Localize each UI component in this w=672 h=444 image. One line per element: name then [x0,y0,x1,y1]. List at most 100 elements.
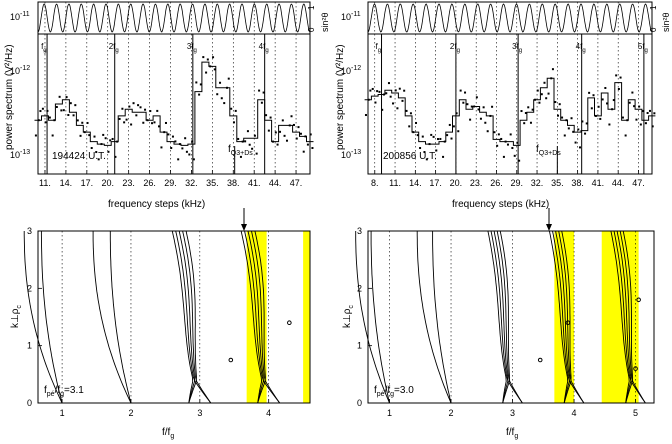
spectrum-data-point [121,107,124,110]
spectrum-data-point [442,155,445,158]
y-tick-label: 10-11 [10,11,30,22]
y2-tick-label: 1 [649,5,658,10]
spectrum-data-point [585,122,588,125]
dispersion-branch [416,231,452,404]
spectrum-data-point [205,71,208,74]
spectrum-data-point [561,116,564,119]
spectrum-data-point [281,119,284,122]
spectrum-data-point [423,151,426,154]
spectrum-data-point [385,92,388,95]
spectrum-data-point [432,135,435,138]
spectrum-data-point [178,143,181,146]
spectrum-data-point [185,150,188,153]
spectrum-data-point [262,91,265,94]
spectrum-data-point [619,76,622,79]
spectrum-data-point [452,125,455,128]
marker-circle [636,297,641,303]
spectrum-data-point [455,112,458,115]
dispersion-branch [555,230,570,404]
y-tick-label: 3 [357,226,362,236]
spectrum-data-point [435,149,438,152]
spectrum-data-point [167,133,170,136]
spectrum-data-point [53,119,56,122]
spectrum-data-point [511,147,514,150]
harmonic-label: 5fg [638,42,648,54]
spectrum-data-point [506,143,509,146]
marker-circle [537,357,543,363]
spectrum-data-point [644,122,647,125]
spectrum-data-point [642,110,645,113]
top-right-x-tick-labels: 8. 11. 14. 17. 20. 23. 26. 29. 32. 35. 38. 41. 44. 47… [371,178,645,188]
dispersion-branch [561,230,572,404]
spectrum-data-point [137,104,140,107]
spectrum-data-point [631,91,634,94]
spectrum-data-point [100,143,103,146]
spectrum-data-point [500,137,503,140]
spectrum-data-point [302,150,305,153]
dispersion-branch [185,230,197,404]
spectrum-data-point [276,143,279,146]
spectrum-data-point [371,87,374,90]
spectrum-data-point [381,108,384,111]
spectrum-data-point [198,93,201,96]
spectrum-data-point [251,147,254,150]
spectrum-data-point [144,108,147,111]
y-axis-label: k⊥ρc [10,305,23,328]
spectrum-data-point [558,103,561,106]
spectrum-data-point [65,96,68,99]
spectrum-data-point [88,134,91,137]
harmonic-label: 2fg [109,42,119,54]
x-tick-label: 1 [387,408,392,418]
top-right-sin-frame [367,1,653,35]
spectrum-data-point [109,139,112,142]
marker-circle [633,366,638,371]
x-tick-label: 44. [612,178,625,188]
spectrum-data-point [290,115,293,118]
x-axis-label: frequency steps (kHz) [108,199,205,210]
marker-circle [228,357,234,363]
x-tick-label: 17. [429,178,442,188]
timestamp-label: 194424 U.T. [52,151,106,162]
x-tick-label: 32. [185,178,198,188]
spectrum-data-point [135,114,138,117]
spectrum-data-point [83,131,86,134]
spectrum-data-point [55,105,58,108]
spectrum-data-point [412,131,415,134]
spectrum-data-point [34,134,37,137]
spectrum-data-point [633,105,636,108]
dispersion-branch [355,231,390,404]
top-left-y-axis-ticks: 10-11 10-12 10-13 [10,11,30,160]
spectrum-data-point [192,158,195,161]
x-tick-label: 2 [449,408,454,418]
x-tick-label: 41. [248,178,261,188]
top-left-harmonic-labels: fg 2fg 3fg 4fg [41,42,269,54]
x-tick-label: 23. [470,178,483,188]
connector-arrowhead-left [241,224,247,231]
spectrum-data-point [523,122,526,125]
spectrum-data-point [227,77,230,80]
spectrum-data-point [646,112,649,115]
spectrum-data-point [184,137,187,140]
y-tick-label: 10-13 [341,149,361,160]
spectrum-data-point [151,122,154,125]
spectrum-data-point [464,91,467,94]
harmonic-label: fg [41,42,47,54]
x-tick-label: 29. [164,178,177,188]
spectrum-data-point [470,105,473,108]
dispersion-branch [622,230,634,404]
spectrum-data-point [79,134,82,137]
spectrum-data-point [39,110,42,113]
harmonic-label: 3fg [187,42,197,54]
spectrum-data-point [473,105,476,108]
bottom-left-dispersion-panel: 1 2 3 4 0 1 2 3 f/fg k⊥ρc fpé/fg=3.1 [10,226,311,440]
x-tick-label: 38. [227,178,240,188]
dispersion-branch [40,231,63,404]
spectrum-data-point [156,109,159,112]
spectrum-data-point [241,140,244,143]
dispersion-branch [171,230,194,404]
spectrum-data-point [382,93,385,96]
x-tick-label: 26. [143,178,156,188]
harmonic-label: 3fg [512,42,522,54]
spectrum-data-point [199,83,202,86]
